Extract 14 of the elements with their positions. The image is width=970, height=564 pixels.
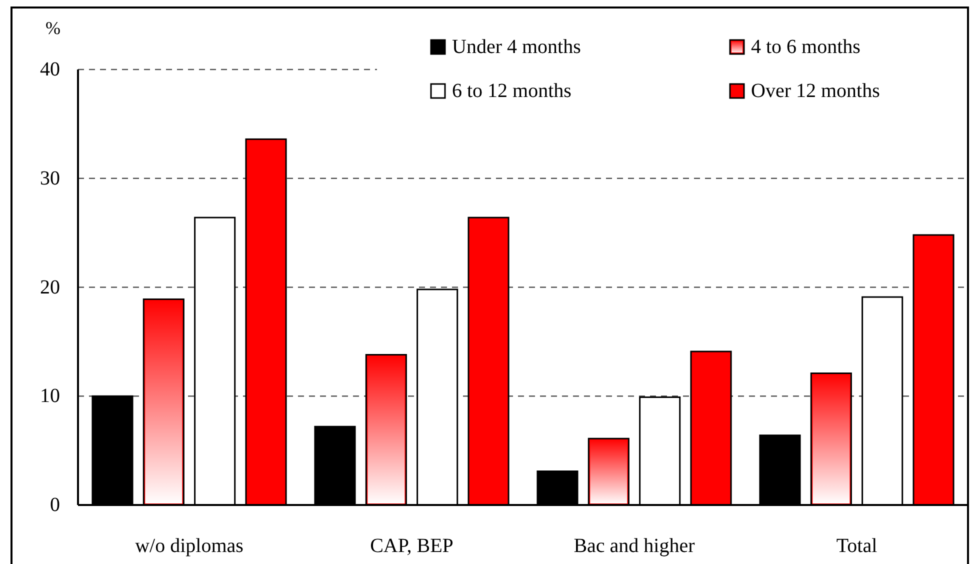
x-tick-label: w/o diplomas [135,535,244,557]
legend-label: Over 12 months [751,80,880,102]
y-tick-label: 40 [40,58,60,80]
legend-label: 6 to 12 months [452,80,572,102]
x-tick-label: CAP, BEP [370,535,454,557]
x-tick-label: Bac and higher [574,535,696,557]
y-tick-label: 10 [40,385,60,408]
x-tick-label: Total [836,535,878,557]
y-tick-label: 0 [50,494,60,516]
y-tick-label: 20 [40,276,60,298]
legend-label: 4 to 6 months [751,36,861,58]
y-axis-title: % [46,18,60,38]
y-tick-label: 30 [40,167,60,190]
legend-label: Under 4 months [452,36,582,58]
